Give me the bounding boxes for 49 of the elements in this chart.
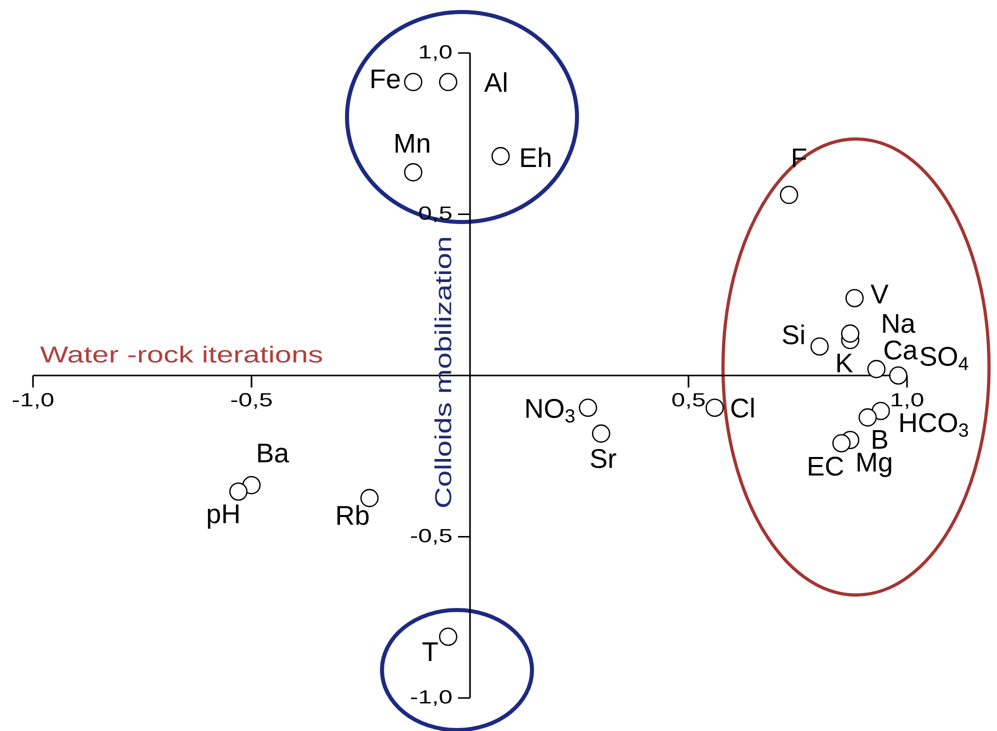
- point: [780, 186, 798, 204]
- point: [845, 288, 864, 308]
- point: [439, 628, 458, 646]
- point: [592, 424, 610, 443]
- point: [810, 337, 829, 356]
- series-label: T: [422, 642, 438, 662]
- point: [404, 163, 422, 182]
- point: [439, 72, 458, 92]
- series-label: Sr: [590, 448, 616, 468]
- point: [578, 398, 598, 417]
- series-label: Fe: [372, 70, 400, 88]
- point: [242, 476, 261, 494]
- y-axis-title: Colloids mobilization: [434, 238, 452, 508]
- point: [491, 147, 510, 166]
- series-label: Cl: [731, 398, 754, 418]
- point: [889, 366, 908, 385]
- series-label: Mg: [858, 452, 892, 478]
- y-tick-label: -1,0: [411, 690, 452, 706]
- series-label: Eh: [521, 147, 550, 167]
- point: [841, 324, 860, 343]
- series-label: pH: [208, 504, 238, 529]
- x-tick-label: -0,5: [231, 393, 272, 409]
- x-tick-label: 0,5: [672, 393, 705, 409]
- series-label: V: [870, 284, 888, 304]
- series-label: Si: [782, 324, 804, 344]
- point: [229, 482, 248, 501]
- x-axis-title: Water -rock iterations: [40, 346, 322, 363]
- point: [832, 434, 851, 452]
- point: [706, 398, 724, 417]
- series-label: HCO$_{3}$: [900, 413, 968, 437]
- point: [404, 72, 422, 92]
- point: [872, 402, 890, 420]
- point: [858, 408, 877, 427]
- x-tick-label: 1,0: [892, 393, 924, 409]
- series-label: Rb: [337, 505, 369, 525]
- point: [867, 360, 886, 378]
- x-tick-label: -1,0: [12, 393, 54, 409]
- series-label: K: [837, 354, 853, 372]
- series-label: B: [872, 430, 888, 449]
- series-label: Ba: [258, 444, 290, 463]
- series-label: Al: [484, 72, 506, 92]
- series-label: SO$_{4}$: [920, 346, 968, 370]
- y-tick-label: 1,0: [420, 45, 452, 61]
- series-label: NO$_{3}$: [526, 398, 574, 423]
- series-label: Ca: [884, 340, 918, 360]
- series-label: Mn: [396, 134, 430, 153]
- series-label: Na: [883, 314, 916, 333]
- y-tick-label: -0,5: [411, 528, 452, 545]
- series-label: EC: [808, 456, 844, 476]
